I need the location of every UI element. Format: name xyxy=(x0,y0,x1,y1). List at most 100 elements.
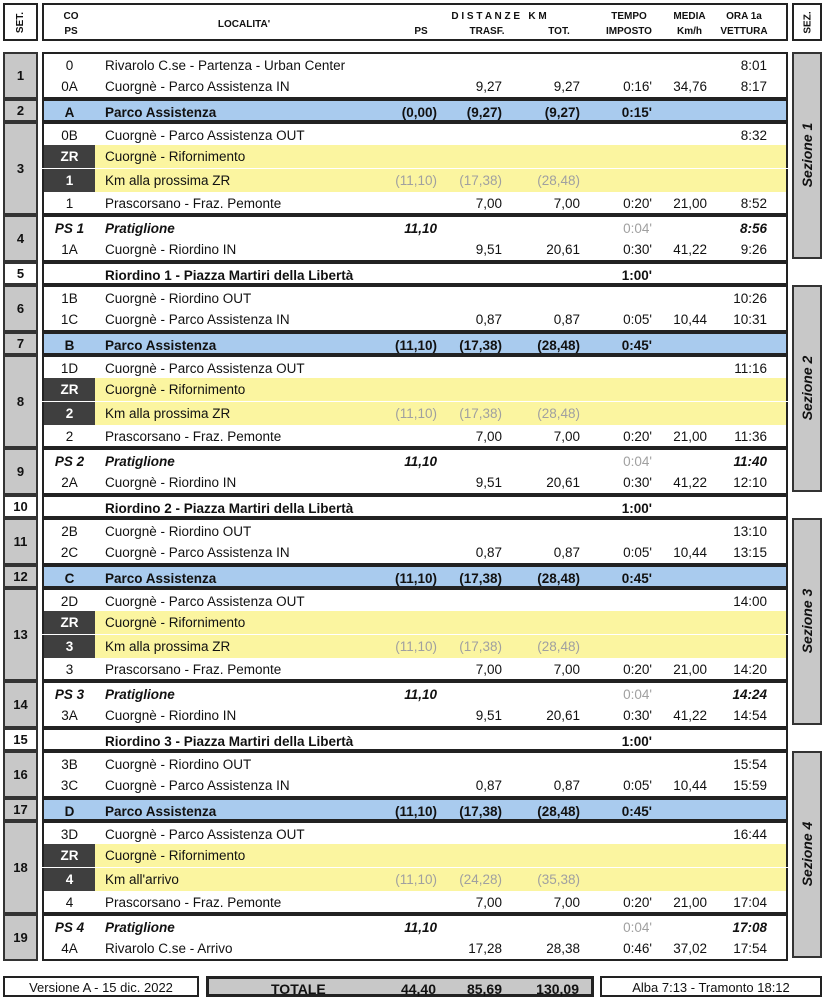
service-park-row: B Parco Assistenza (11,10) (17,38) (28,48) 0:… xyxy=(42,331,788,355)
cell-tot: 7,00 xyxy=(553,428,580,444)
cell-tot: (28,48) xyxy=(537,570,580,586)
header-imposto: IMPOSTO xyxy=(606,26,652,37)
cell-co: PS 4 xyxy=(54,920,85,936)
header-ps: PS xyxy=(414,26,428,37)
header-localita: LOCALITA' xyxy=(217,19,271,30)
set-number-cell: 12 xyxy=(3,564,38,588)
totals-box: TOTALE 44,40 85,69 130,09 xyxy=(206,976,594,997)
cell-media: 10,44 xyxy=(673,545,707,561)
cell-co: C xyxy=(64,570,75,586)
header-vettura: VETTURA xyxy=(720,26,768,37)
cell-tot: 7,00 xyxy=(553,894,580,910)
cell-loc: Prascorsano - Fraz. Pemonte xyxy=(105,894,282,910)
cell-trasf: (17,38) xyxy=(459,570,502,586)
section-label: Sezione 1 xyxy=(799,123,815,188)
cell-tempo: 0:05' xyxy=(623,545,652,561)
special-stage-row: PS 4 Pratiglione 11,10 0:04' 17:08 xyxy=(42,914,788,938)
cell-co: B xyxy=(64,337,75,353)
cell-trasf: 9,51 xyxy=(475,475,502,491)
cell-loc: Cuorgnè - Parco Assistenza OUT xyxy=(105,360,305,376)
cell-tot: 0,87 xyxy=(553,778,580,794)
cell-loc: Km all'arrivo xyxy=(105,871,179,887)
header-sez-box: SEZ. xyxy=(792,3,822,41)
cell-co: 2D xyxy=(60,593,79,609)
service-park-row: C Parco Assistenza (11,10) (17,38) (28,48) 0:… xyxy=(42,564,788,588)
cell-loc: Cuorgnè - Riordino OUT xyxy=(105,757,252,772)
cell-co: 4 xyxy=(65,894,74,910)
set-number-cell: 1 xyxy=(3,52,38,99)
cell-ora: 8:52 xyxy=(740,195,767,211)
cell-loc: Pratiglione xyxy=(105,221,175,237)
set-number-cell: 6 xyxy=(3,285,38,332)
header-set-box: SET. xyxy=(3,3,38,41)
cell-ora: 8:32 xyxy=(740,127,767,143)
cell-loc: Cuorgnè - Riordino IN xyxy=(105,708,237,724)
header-tot: TOT. xyxy=(548,26,570,37)
cell-loc: Cuorgnè - Rifornimento xyxy=(105,615,246,631)
zr-code-cell xyxy=(44,867,95,891)
cell-tot: (9,27) xyxy=(544,104,580,120)
cell-co: 1A xyxy=(61,242,78,258)
cell-trasf: 7,00 xyxy=(475,894,502,910)
set-number-cell: 15 xyxy=(3,727,38,751)
zr-code-cell xyxy=(44,168,95,192)
cell-ps: (0,00) xyxy=(401,104,437,120)
special-stage-row: PS 2 Pratiglione 11,10 0:04' 11:40 xyxy=(42,448,788,472)
cell-ora: 8:56 xyxy=(739,221,767,237)
cell-co: 4A xyxy=(61,941,78,957)
cell-loc: Km alla prossima ZR xyxy=(105,405,231,421)
special-stage-row: PS 1 Pratiglione 11,10 0:04' 8:56 xyxy=(42,215,788,239)
cell-tempo: 0:20' xyxy=(623,894,652,910)
timetable-row: 2 Prascorsano - Fraz. Pemonte 7,00 7,00 0:20… xyxy=(42,424,788,449)
cell-tempo: 0:20' xyxy=(623,661,652,677)
cell-ps: (11,10) xyxy=(394,803,437,819)
cell-co: 3C xyxy=(60,778,79,794)
refuel-highlight xyxy=(95,401,786,425)
cell-loc: Riordino 3 - Piazza Martiri della Libert… xyxy=(105,733,354,749)
totals-tot: 130,09 xyxy=(536,981,579,997)
cell-trasf: 7,00 xyxy=(475,661,502,677)
cell-ora: 10:26 xyxy=(733,291,767,306)
cell-co: ZR xyxy=(60,615,79,631)
cell-loc: Cuorgnè - Riordino IN xyxy=(105,475,237,491)
timetable-row: 0 Rivarolo C.se - Partenza - Urban Center… xyxy=(42,52,788,76)
cell-ps: (11,10) xyxy=(395,172,437,188)
cell-loc: Parco Assistenza xyxy=(105,104,217,120)
timetable-row: 3B Cuorgnè - Riordino OUT 15:54 xyxy=(42,751,788,775)
cell-tempo: 1:00' xyxy=(621,267,652,283)
set-number-cell: 13 xyxy=(3,587,38,682)
cell-ora: 11:16 xyxy=(734,360,767,376)
cell-co: ZR xyxy=(60,149,79,165)
cell-co: 1C xyxy=(60,312,79,328)
refuel-highlight xyxy=(95,378,786,402)
cell-tempo: 0:05' xyxy=(623,312,652,328)
cell-media: 10,44 xyxy=(673,778,707,794)
set-number-cell: 17 xyxy=(3,797,38,821)
cell-co: 2B xyxy=(61,524,78,539)
cell-co: 3B xyxy=(61,757,78,772)
cell-media: 21,00 xyxy=(673,428,707,444)
totals-label: TOTALE xyxy=(271,981,326,997)
cell-trasf: 7,00 xyxy=(475,195,502,211)
cell-co: 0 xyxy=(65,58,74,73)
cell-co: PS 1 xyxy=(54,221,85,237)
cell-loc: Cuorgnè - Parco Assistenza OUT xyxy=(105,826,305,842)
cell-ora: 8:17 xyxy=(740,79,767,95)
timetable-row: 4 Prascorsano - Fraz. Pemonte 7,00 7,00 0:20… xyxy=(42,890,788,915)
set-number-cell: 7 xyxy=(3,331,38,355)
refuel-highlight xyxy=(95,168,786,192)
cell-co: 0B xyxy=(61,127,78,143)
cell-tot: 20,61 xyxy=(546,475,580,491)
cell-loc: Cuorgnè - Rifornimento xyxy=(105,149,246,165)
cell-co: 3D xyxy=(60,826,79,842)
cell-loc: Cuorgnè - Parco Assistenza IN xyxy=(105,312,290,328)
cell-loc: Parco Assistenza xyxy=(105,570,217,586)
cell-loc: Riordino 1 - Piazza Martiri della Libert… xyxy=(105,267,354,283)
refuel-zone-row: ZR Cuorgnè - Rifornimento xyxy=(42,611,788,635)
cell-ora: 9:26 xyxy=(740,242,767,258)
cell-loc: Rivarolo C.se - Partenza - Urban Center xyxy=(105,58,346,73)
cell-loc: Cuorgnè - Riordino OUT xyxy=(105,524,252,539)
header-main-box: CO PS LOCALITA' D I S T A N Z E K M PS T… xyxy=(42,3,788,41)
refuel-highlight xyxy=(95,867,786,891)
